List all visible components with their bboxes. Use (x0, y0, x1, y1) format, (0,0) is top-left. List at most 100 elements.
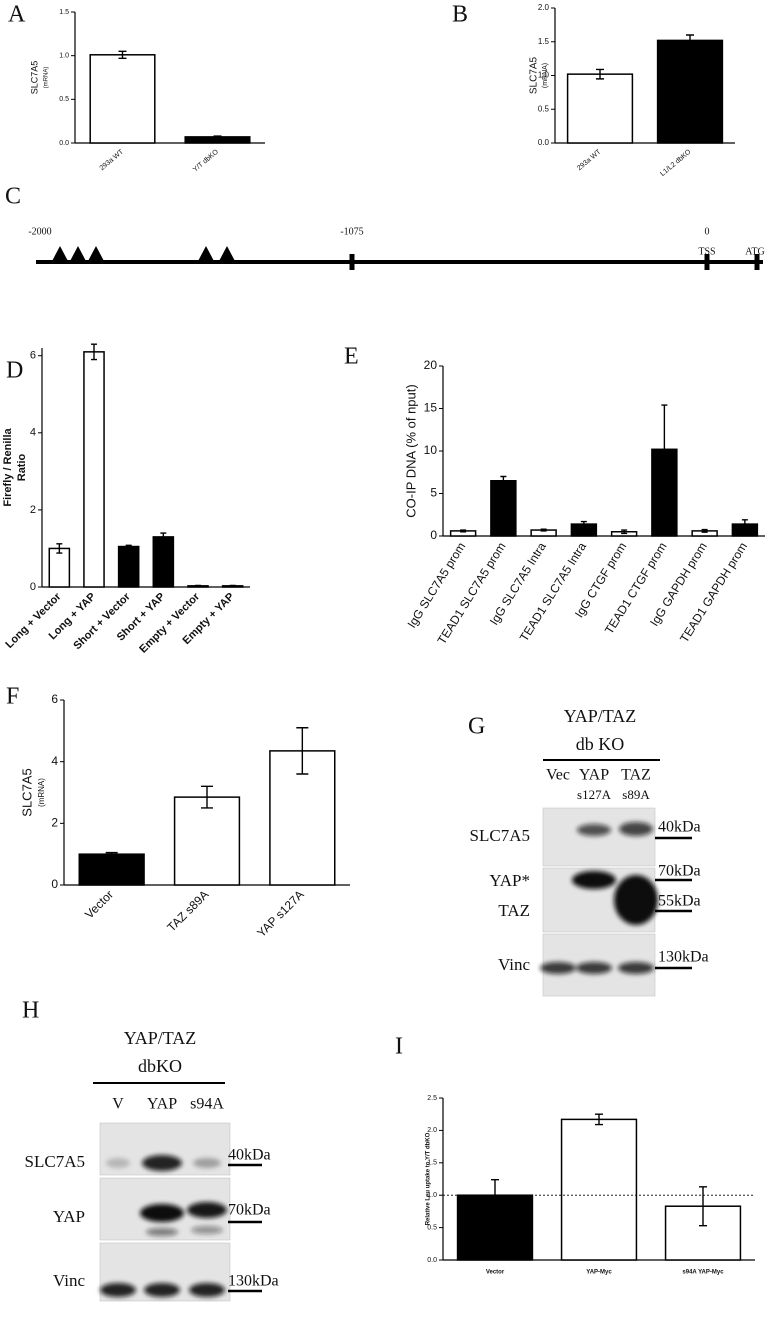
panel-letter: G (468, 714, 485, 740)
promoter-label: 0 (705, 226, 710, 237)
bar (490, 480, 517, 537)
error-bar (595, 1113, 603, 1126)
binding-site (197, 246, 215, 263)
promoter-tick (754, 254, 760, 270)
blot-band (619, 822, 653, 836)
y-tick-label: 5 (430, 486, 437, 500)
y-tick-label: 6 (30, 350, 36, 362)
x-tick-label: Empty + Vector (137, 590, 202, 655)
error-bar (500, 475, 507, 486)
blot-band (572, 871, 616, 889)
blot-header: YAP/TAZ (124, 1028, 197, 1048)
row-label: Vinc (498, 955, 530, 974)
lane-label: Vec (546, 767, 570, 784)
y-axis-label: CO-IP DNA (% of nput) (403, 384, 418, 517)
binding-site (87, 246, 105, 263)
panel-letter: D (6, 358, 23, 384)
y-axis-label: (mRNA) (37, 778, 46, 807)
mw-marker: 70kDa (228, 1202, 271, 1219)
row-label: YAP (53, 1207, 85, 1226)
y-tick-label: 1.0 (538, 71, 550, 80)
error-bar (229, 584, 236, 587)
error-bar (686, 34, 694, 47)
y-axis-label: Ratio (16, 453, 28, 481)
error-bar (460, 529, 467, 533)
mw-marker: 130kDa (658, 949, 709, 966)
y-axis-label: SLC7A5 (19, 768, 34, 816)
bar (48, 547, 71, 588)
error-bar (160, 532, 167, 542)
panel-letter: H (22, 998, 39, 1024)
y-tick-label: 4 (51, 754, 58, 768)
y-tick-label: 2.0 (427, 1127, 437, 1134)
error-bar (741, 519, 748, 530)
y-tick-label: 1.5 (538, 37, 550, 46)
error-bar (701, 528, 708, 533)
y-axis-label: Relative Leu uptake to Y/T dbKO (426, 1132, 432, 1225)
blot-band (140, 1204, 184, 1222)
y-tick-label: 0.5 (538, 104, 550, 113)
y-tick-label: 0.5 (427, 1224, 437, 1231)
mw-marker: 40kDa (658, 819, 701, 836)
y-tick-label: 6 (51, 692, 58, 706)
blot-band (106, 1158, 130, 1168)
lane-label: s94A (190, 1096, 224, 1113)
x-tick-label: TAZ s89A (164, 887, 211, 934)
error-bar (195, 584, 201, 587)
lane-label: V (112, 1096, 124, 1113)
y-tick-label: 2.5 (427, 1095, 437, 1102)
y-tick-label: 0.0 (59, 140, 69, 147)
bar (78, 853, 145, 886)
y-tick-label: 1.0 (427, 1192, 437, 1199)
x-tick-label: L1/L2 dbKO (659, 148, 693, 178)
blot-band (189, 1283, 225, 1297)
error-bar (118, 50, 127, 59)
x-tick-label: s94A YAP-Myc (682, 1270, 724, 1276)
y-tick-label: 10 (424, 443, 438, 457)
blot-band (577, 824, 611, 836)
panel-letter: I (395, 1034, 403, 1060)
x-tick-label: 293a WT (99, 148, 126, 172)
binding-site (51, 246, 69, 263)
panel-letter: A (8, 2, 26, 28)
row-label: SLC7A5 (25, 1152, 85, 1171)
blot-band (187, 1202, 227, 1218)
bar (173, 796, 241, 886)
promoter-tick (349, 254, 355, 270)
promoter-label: -1075 (340, 226, 363, 237)
mw-marker: 70kDa (658, 863, 701, 880)
x-tick-label: 293a WT (576, 148, 603, 172)
panel-letter: C (5, 184, 21, 210)
error-bar (596, 68, 604, 80)
lane-label: YAP (147, 1096, 177, 1113)
blot-band (191, 1226, 223, 1234)
row-label: YAP* (489, 871, 530, 890)
x-tick-label: YAP s127A (254, 887, 307, 940)
blot-panel (542, 807, 656, 867)
row-label: Vinc (53, 1271, 85, 1290)
y-axis-label: (mRNA) (542, 63, 549, 88)
bar (152, 536, 175, 588)
x-tick-label: Vector (82, 887, 116, 921)
bar (83, 351, 105, 588)
promoter-label: ATG (745, 246, 764, 257)
y-tick-label: 15 (424, 401, 438, 415)
bar (560, 1118, 638, 1261)
y-tick-label: 2 (51, 816, 58, 830)
blot-band (146, 1228, 178, 1236)
y-tick-label: 2 (30, 504, 36, 516)
mw-marker: 130kDa (228, 1273, 279, 1290)
error-bar (201, 785, 213, 809)
promoter-label: -2000 (28, 226, 51, 237)
bar (566, 73, 634, 144)
blot-header: db KO (576, 734, 625, 754)
error-bar (621, 529, 628, 535)
mw-marker: 40kDa (228, 1147, 271, 1164)
promoter-label: TSS (698, 246, 715, 257)
error-bar (661, 404, 668, 495)
y-tick-label: 0.0 (427, 1257, 437, 1264)
x-tick-label: Vector (486, 1270, 505, 1276)
binding-site (69, 246, 87, 263)
error-bar (699, 1186, 707, 1227)
